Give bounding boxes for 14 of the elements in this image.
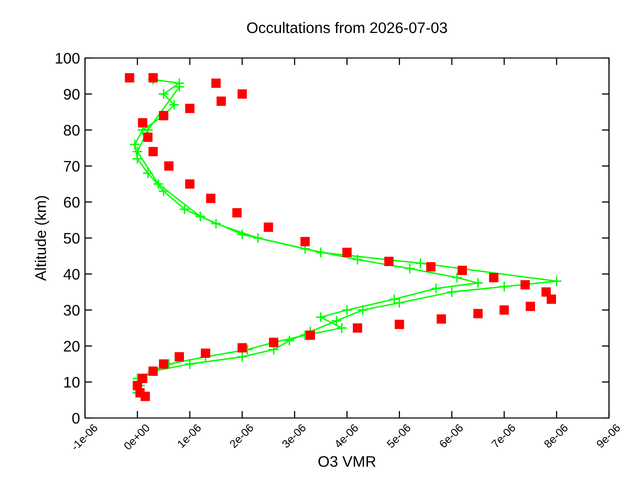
y-tick-label: 80 <box>64 124 80 136</box>
y-tick-label: 0 <box>72 412 80 424</box>
y-tick-label: 40 <box>64 268 80 280</box>
y-tick-label: 50 <box>64 232 80 244</box>
y-axis-title: Altitude (km) <box>34 196 50 281</box>
x-axis-title: O3 VMR <box>318 456 376 467</box>
y-tick-label: 70 <box>64 160 80 172</box>
y-tick-label: 10 <box>64 376 80 388</box>
y-tick-label: 30 <box>64 304 80 316</box>
y-tick-label: 20 <box>64 340 80 352</box>
y-tick-label: 60 <box>64 196 80 208</box>
y-tick-label: 90 <box>64 88 80 100</box>
y-tick-label: 100 <box>56 52 80 64</box>
chart-title: Occultations from 2026-07-03 <box>247 22 447 34</box>
